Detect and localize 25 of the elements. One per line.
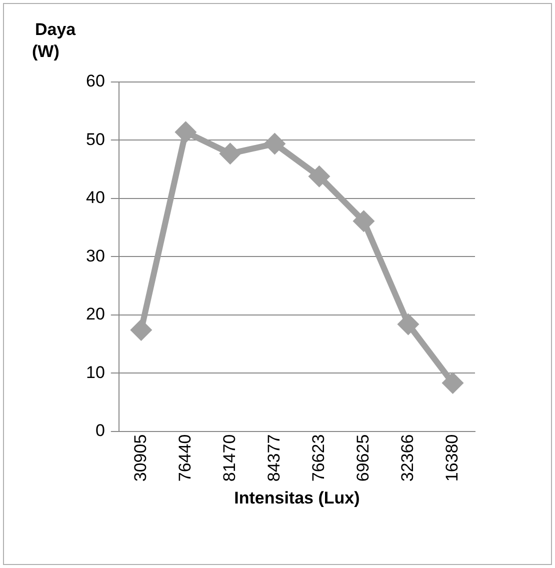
- x-tick-label: 69625: [353, 434, 372, 482]
- y-tick-label: 50: [86, 130, 105, 149]
- point: [130, 319, 152, 342]
- y-tick-label: 20: [86, 304, 105, 324]
- point: [397, 313, 420, 336]
- y-tick-label: 10: [86, 362, 105, 382]
- x-tick-label: 84377: [264, 434, 284, 482]
- point: [174, 121, 197, 144]
- y-axis-title: Daya (W): [32, 20, 76, 61]
- x-tick-label: 32366: [398, 434, 417, 482]
- x-tick-label: 76623: [308, 434, 328, 482]
- y-tick-label: 30: [86, 246, 105, 266]
- point: [352, 210, 375, 232]
- y-tick-label: 0: [95, 421, 105, 440]
- point: [308, 165, 330, 188]
- y-tick-label: 40: [86, 188, 105, 208]
- x-tick-label: 30905: [130, 434, 150, 482]
- x-tick-label: 81470: [220, 434, 239, 482]
- point: [442, 372, 464, 394]
- y-tick-label: 60: [86, 72, 105, 91]
- point: [264, 132, 286, 155]
- x-tick-label: 76440: [175, 434, 194, 482]
- point: [219, 142, 242, 165]
- x-tick-label: 16380: [442, 434, 462, 482]
- x-axis-title: Intensitas (Lux): [234, 488, 360, 508]
